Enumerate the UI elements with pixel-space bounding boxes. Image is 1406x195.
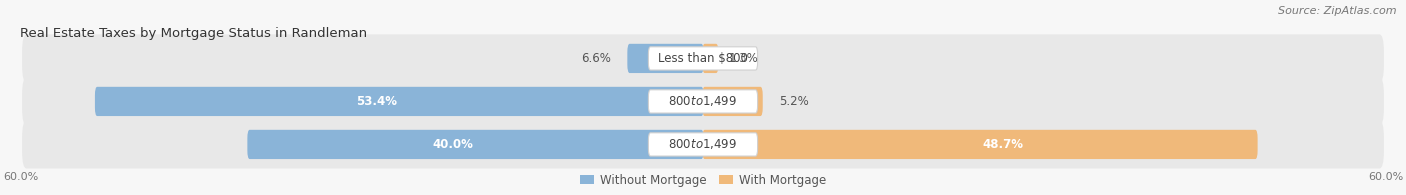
Text: 6.6%: 6.6% <box>581 52 610 65</box>
FancyBboxPatch shape <box>22 120 1384 168</box>
FancyBboxPatch shape <box>22 34 1384 82</box>
FancyBboxPatch shape <box>703 130 1257 159</box>
Legend: Without Mortgage, With Mortgage: Without Mortgage, With Mortgage <box>575 169 831 191</box>
Text: $800 to $1,499: $800 to $1,499 <box>668 137 738 152</box>
FancyBboxPatch shape <box>703 87 762 116</box>
Text: Less than $800: Less than $800 <box>658 52 748 65</box>
FancyBboxPatch shape <box>247 130 703 159</box>
FancyBboxPatch shape <box>648 47 758 70</box>
Text: Real Estate Taxes by Mortgage Status in Randleman: Real Estate Taxes by Mortgage Status in … <box>21 27 367 41</box>
Text: Source: ZipAtlas.com: Source: ZipAtlas.com <box>1278 6 1396 16</box>
Text: 5.2%: 5.2% <box>779 95 808 108</box>
FancyBboxPatch shape <box>703 44 718 73</box>
FancyBboxPatch shape <box>96 87 703 116</box>
Text: 53.4%: 53.4% <box>356 95 396 108</box>
FancyBboxPatch shape <box>22 77 1384 126</box>
Text: 1.3%: 1.3% <box>730 52 759 65</box>
FancyBboxPatch shape <box>627 44 703 73</box>
Text: $800 to $1,499: $800 to $1,499 <box>668 94 738 108</box>
Text: 40.0%: 40.0% <box>432 138 474 151</box>
FancyBboxPatch shape <box>648 90 758 113</box>
Text: 48.7%: 48.7% <box>983 138 1024 151</box>
FancyBboxPatch shape <box>648 133 758 156</box>
